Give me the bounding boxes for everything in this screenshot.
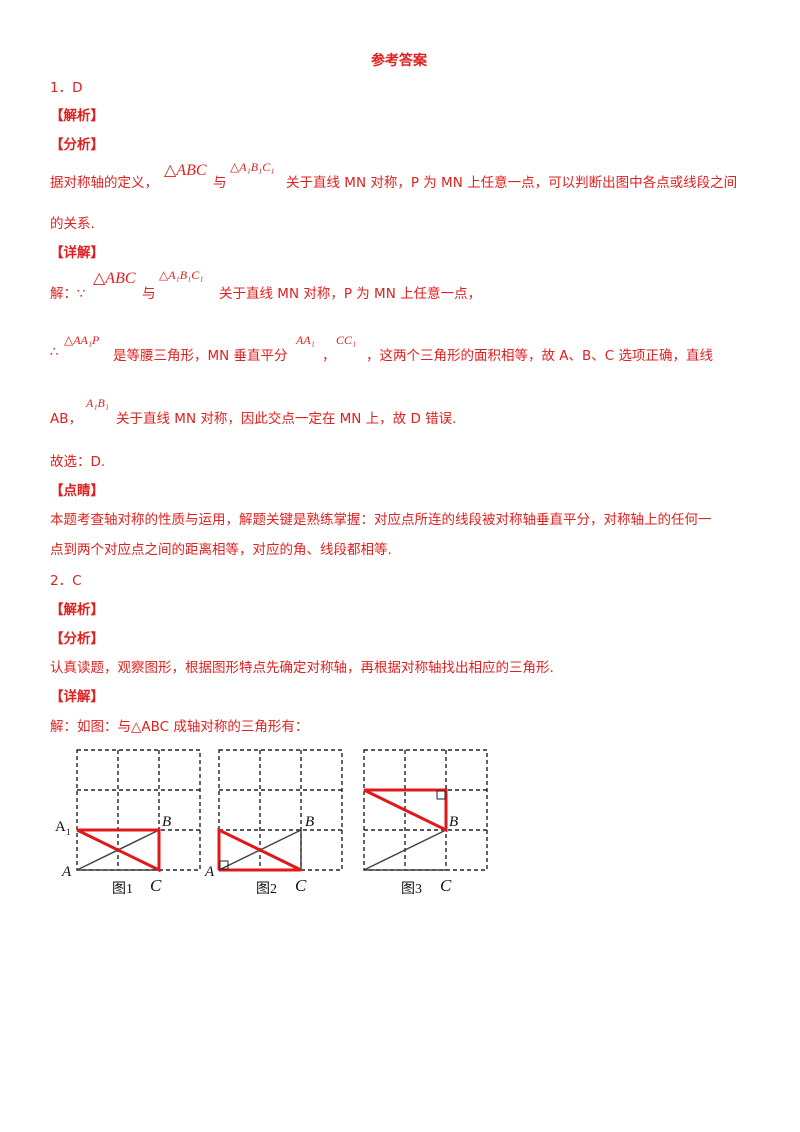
figure-2-label-c: C xyxy=(295,876,307,895)
q1-x2-text-a: ∴ xyxy=(50,344,59,360)
q1-x1-text-a: 解：∵ xyxy=(50,286,86,302)
q1-x1-text-c: 关于直线 MN 对称，P 为 MN 上任意一点， xyxy=(219,286,482,302)
q2-xiangjie-label: 【详解】 xyxy=(50,689,104,705)
q1-fenxi-text-b: 与 xyxy=(213,175,227,191)
figure-2: A B C 图2 xyxy=(204,749,343,897)
q1-fenxi-text-a: 据对称轴的定义， xyxy=(50,175,158,191)
figure-1-label-a1-sub: 1 xyxy=(66,827,71,837)
q1-x2-math-cc1: CC₁ xyxy=(336,333,357,347)
q1-x2-comma: ， xyxy=(322,348,336,364)
q1-x3-text-a: AB， xyxy=(50,411,82,427)
figure-3-right-angle-mark xyxy=(436,790,446,800)
figure-3-red-triangle xyxy=(363,788,448,833)
q1-x1-math-a1b1c1: △A₁B₁C₁ xyxy=(159,268,204,282)
figure-1-red-triangle xyxy=(76,828,161,873)
figure-3-segment-ab xyxy=(363,829,447,871)
q1-xiangjie-label: 【详解】 xyxy=(50,245,104,261)
q1-x2-math-aa1p: △AA₁P xyxy=(64,333,100,347)
q1-x3-math-a1b1: A₁B₁ xyxy=(86,396,110,410)
figure-3-grid xyxy=(363,749,488,871)
q1-conclusion: 故选：D. xyxy=(50,454,106,470)
figure-3-label-c: C xyxy=(440,876,452,895)
q2-fenxi-text: 认真读题，观察图形，根据图形特点先确定对称轴，再根据对称轴找出相应的三角形. xyxy=(50,660,554,676)
q2-jiexi-label: 【解析】 xyxy=(50,602,104,618)
figure-1-label-b: B xyxy=(162,814,171,830)
figure-1-label-c: C xyxy=(150,876,162,895)
q2-answer: 2．C xyxy=(50,573,82,589)
figure-2-caption: 图2 xyxy=(256,882,277,897)
q1-fenxi-math-abc: △ABC xyxy=(164,162,207,179)
q1-x2-math-aa1: AA₁ xyxy=(296,333,315,347)
figure-1-label-a: A xyxy=(61,864,72,880)
q1-dianjing-line2: 点到两个对应点之间的距离相等，对应的角、线段都相等. xyxy=(50,542,392,558)
figure-1-caption: 图1 xyxy=(112,882,133,897)
q1-fenxi-label: 【分析】 xyxy=(50,137,104,153)
q1-dianjing-label: 【点睛】 xyxy=(50,483,104,499)
figure-3-caption: 图3 xyxy=(401,882,422,897)
figure-2-label-a: A xyxy=(204,864,215,880)
figure-2-red-triangle xyxy=(217,827,302,872)
q2-solution-intro: 解：如图：与△ABC 成轴对称的三角形有： xyxy=(50,719,309,735)
q1-x1-text-b: 与 xyxy=(142,286,156,302)
figure-1-label-a1: A xyxy=(55,819,66,835)
page-title: 参考答案 xyxy=(371,53,427,69)
q1-x2-text-b: 是等腰三角形，MN 垂直平分 xyxy=(113,348,288,364)
q1-answer: 1．D xyxy=(50,80,83,96)
q1-dianjing-line1: 本题考查轴对称的性质与运用，解题关键是熟练掌握：对应点所连的线段被对称轴垂直平分… xyxy=(50,512,712,528)
figure-1: A 1 A B C 图1 xyxy=(55,749,201,897)
figure-2-right-angle-mark xyxy=(219,860,229,870)
figure-1-grid xyxy=(76,749,201,871)
q1-fenxi-math-a1b1c1: △A₁B₁C₁ xyxy=(230,160,275,174)
figure-2-label-b: B xyxy=(305,814,314,830)
q1-x1-math-abc: △ABC xyxy=(93,270,136,287)
q1-x3-text-b: 关于直线 MN 对称，因此交点一定在 MN 上，故 D 错误. xyxy=(116,411,457,427)
q1-fenxi-text-d: 的关系. xyxy=(50,216,95,232)
q2-fenxi-label: 【分析】 xyxy=(50,631,104,647)
q1-fenxi-text-c: 关于直线 MN 对称，P 为 MN 上任意一点，可以判断出图中各点或线段之间 xyxy=(286,175,738,191)
q1-x2-text-c: ，这两个三角形的面积相等，故 A、B、C 选项正确，直线 xyxy=(366,348,714,364)
q1-jiexi-label: 【解析】 xyxy=(50,108,104,124)
figure-2-grid xyxy=(218,749,343,871)
figure-3-label-b: B xyxy=(449,814,458,830)
figure-3: B C 图3 xyxy=(363,749,488,897)
